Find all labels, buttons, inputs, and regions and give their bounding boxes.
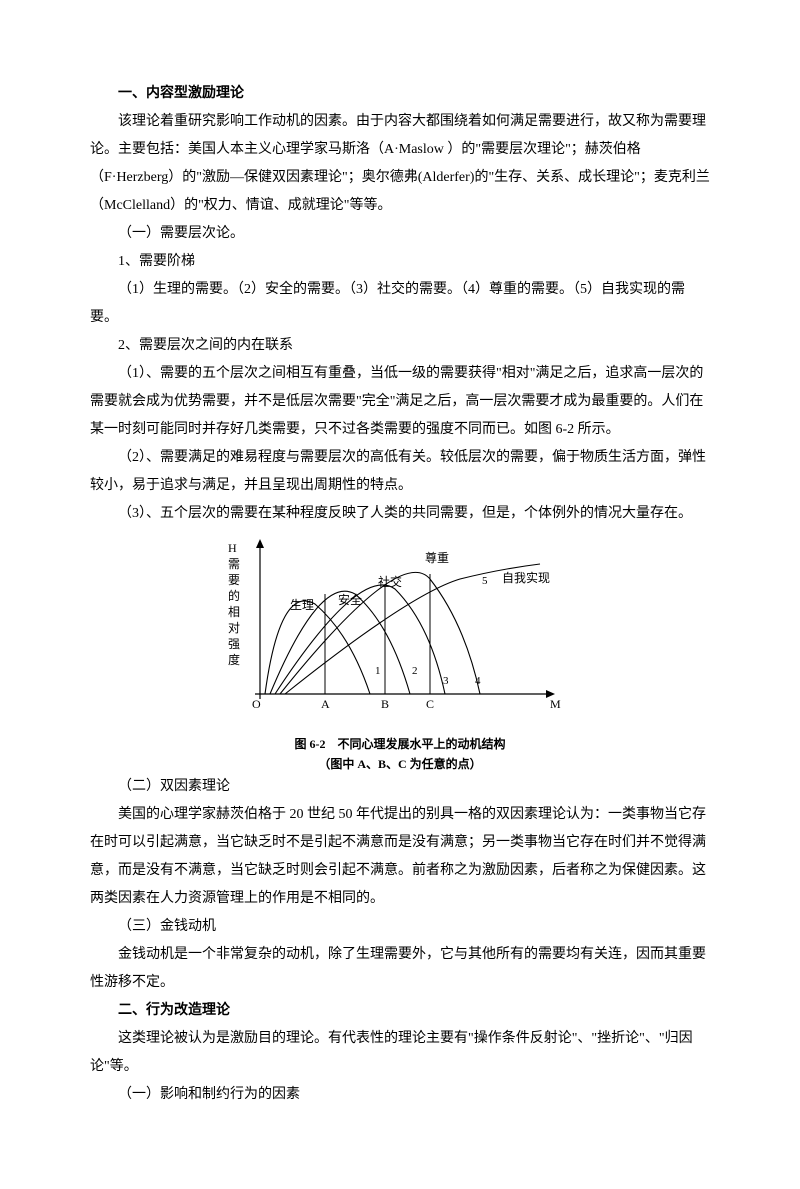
label-M: M: [550, 697, 561, 711]
num-5: 5: [482, 575, 488, 587]
para-money: 金钱动机是一个非常复杂的动机，除了生理需要外，它与其他所有的需要均有关连，因而其…: [90, 941, 710, 997]
para-intro: 该理论着重研究影响工作动机的因素。由于内容大都围绕着如何满足需要进行，故又称为需…: [90, 108, 710, 220]
label-curve-2: 安全: [338, 592, 362, 607]
para-two-factor: 美国的心理学家赫茨伯格于 20 世纪 50 年代提出的别具一格的双因素理论认为：…: [90, 801, 710, 913]
y-axis-label: H 需 要 的 相 对 强 度: [228, 541, 243, 667]
subheading-1: （一）需要层次论。: [90, 220, 710, 248]
heading-2: 二、行为改造理论: [90, 997, 710, 1025]
para-relation-3: （3）、五个层次的需要在某种程度反映了人类的共同需要，但是，个体例外的情况大量存…: [90, 500, 710, 528]
label-curve-1: 生理: [290, 598, 314, 612]
num-2: 2: [412, 665, 418, 677]
para-needs-list: （1）生理的需要。（2）安全的需要。（3）社交的需要。（4）尊重的需要。（5）自…: [90, 276, 710, 332]
num-4: 4: [475, 675, 481, 687]
subheading-4: （一）影响和制约行为的因素: [90, 1081, 710, 1109]
label-curve-5: 自我实现: [502, 570, 550, 585]
label-curve-4: 尊重: [425, 550, 449, 565]
subheading-2: （二）双因素理论: [90, 773, 710, 801]
para-behavior: 这类理论被认为是激励目的理论。有代表性的理论主要有"操作条件反射论"、"挫折论"…: [90, 1025, 710, 1081]
label-B: B: [381, 697, 389, 711]
heading-1: 一、内容型激励理论: [90, 80, 710, 108]
label-O: O: [252, 697, 261, 711]
curve-1: [265, 601, 370, 694]
label-A: A: [321, 697, 330, 711]
para-relation-1: （1）、需要的五个层次之间相互有重叠，当低一级的需要获得"相对"满足之后，追求高…: [90, 360, 710, 444]
label-C: C: [426, 697, 434, 711]
subheading-3: （三）金钱动机: [90, 913, 710, 941]
chart-container: H 需 要 的 相 对 强 度 生理 安全 社交 尊重 自我实现 1 2: [90, 534, 710, 729]
subheading-1a: 1、需要阶梯: [90, 248, 710, 276]
num-3: 3: [443, 675, 449, 687]
label-curve-3: 社交: [378, 574, 402, 589]
subheading-1b: 2、需要层次之间的内在联系: [90, 332, 710, 360]
chart-caption-1: 图 6-2 不同心理发展水平上的动机结构: [90, 735, 710, 753]
maslow-chart: H 需 要 的 相 对 强 度 生理 安全 社交 尊重 自我实现 1 2: [220, 534, 580, 729]
y-axis-arrow: [256, 539, 264, 548]
chart-caption-2: （图中 A、B、C 为任意的点）: [90, 755, 710, 773]
num-1: 1: [375, 665, 381, 677]
para-relation-2: （2）、需要满足的难易程度与需要层次的高低有关。较低层次的需要，偏于物质生活方面…: [90, 444, 710, 500]
